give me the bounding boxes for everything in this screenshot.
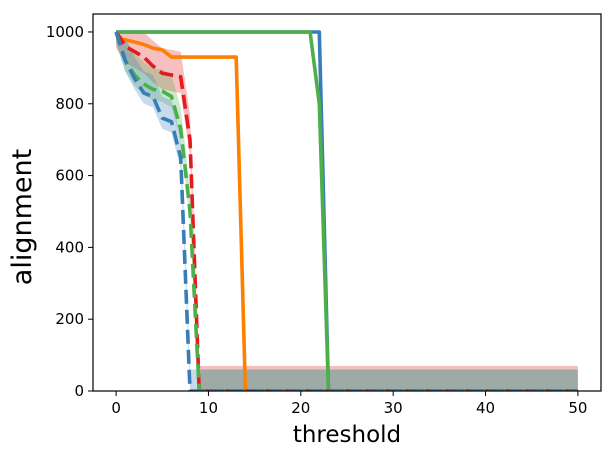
series-line-1 — [116, 30, 578, 391]
x-tick-label-4: 40 — [476, 399, 495, 417]
y-tick-label-0: 0 — [74, 382, 84, 400]
series-line-2 — [114, 31, 578, 391]
x-tick-label-0: 0 — [111, 399, 121, 417]
x-tick-label-5: 50 — [568, 399, 587, 417]
y-tick-label-1: 200 — [55, 310, 84, 328]
series-line-3 — [114, 31, 578, 391]
x-tick-label-1: 10 — [199, 399, 218, 417]
y-tick-label-4: 800 — [55, 95, 84, 113]
x-tick-label-3: 30 — [384, 399, 403, 417]
y-axis-label: alignment — [7, 149, 38, 285]
series-line-5 — [114, 31, 578, 391]
plot-frame — [92, 13, 602, 392]
y-tick-label-3: 600 — [55, 167, 84, 185]
y-tick-label-2: 400 — [55, 238, 84, 256]
x-axis-label: threshold — [293, 422, 401, 448]
series-band-3 — [116, 32, 578, 391]
x-tick-label-2: 20 — [291, 399, 310, 417]
y-tick-label-5: 1000 — [46, 23, 84, 41]
